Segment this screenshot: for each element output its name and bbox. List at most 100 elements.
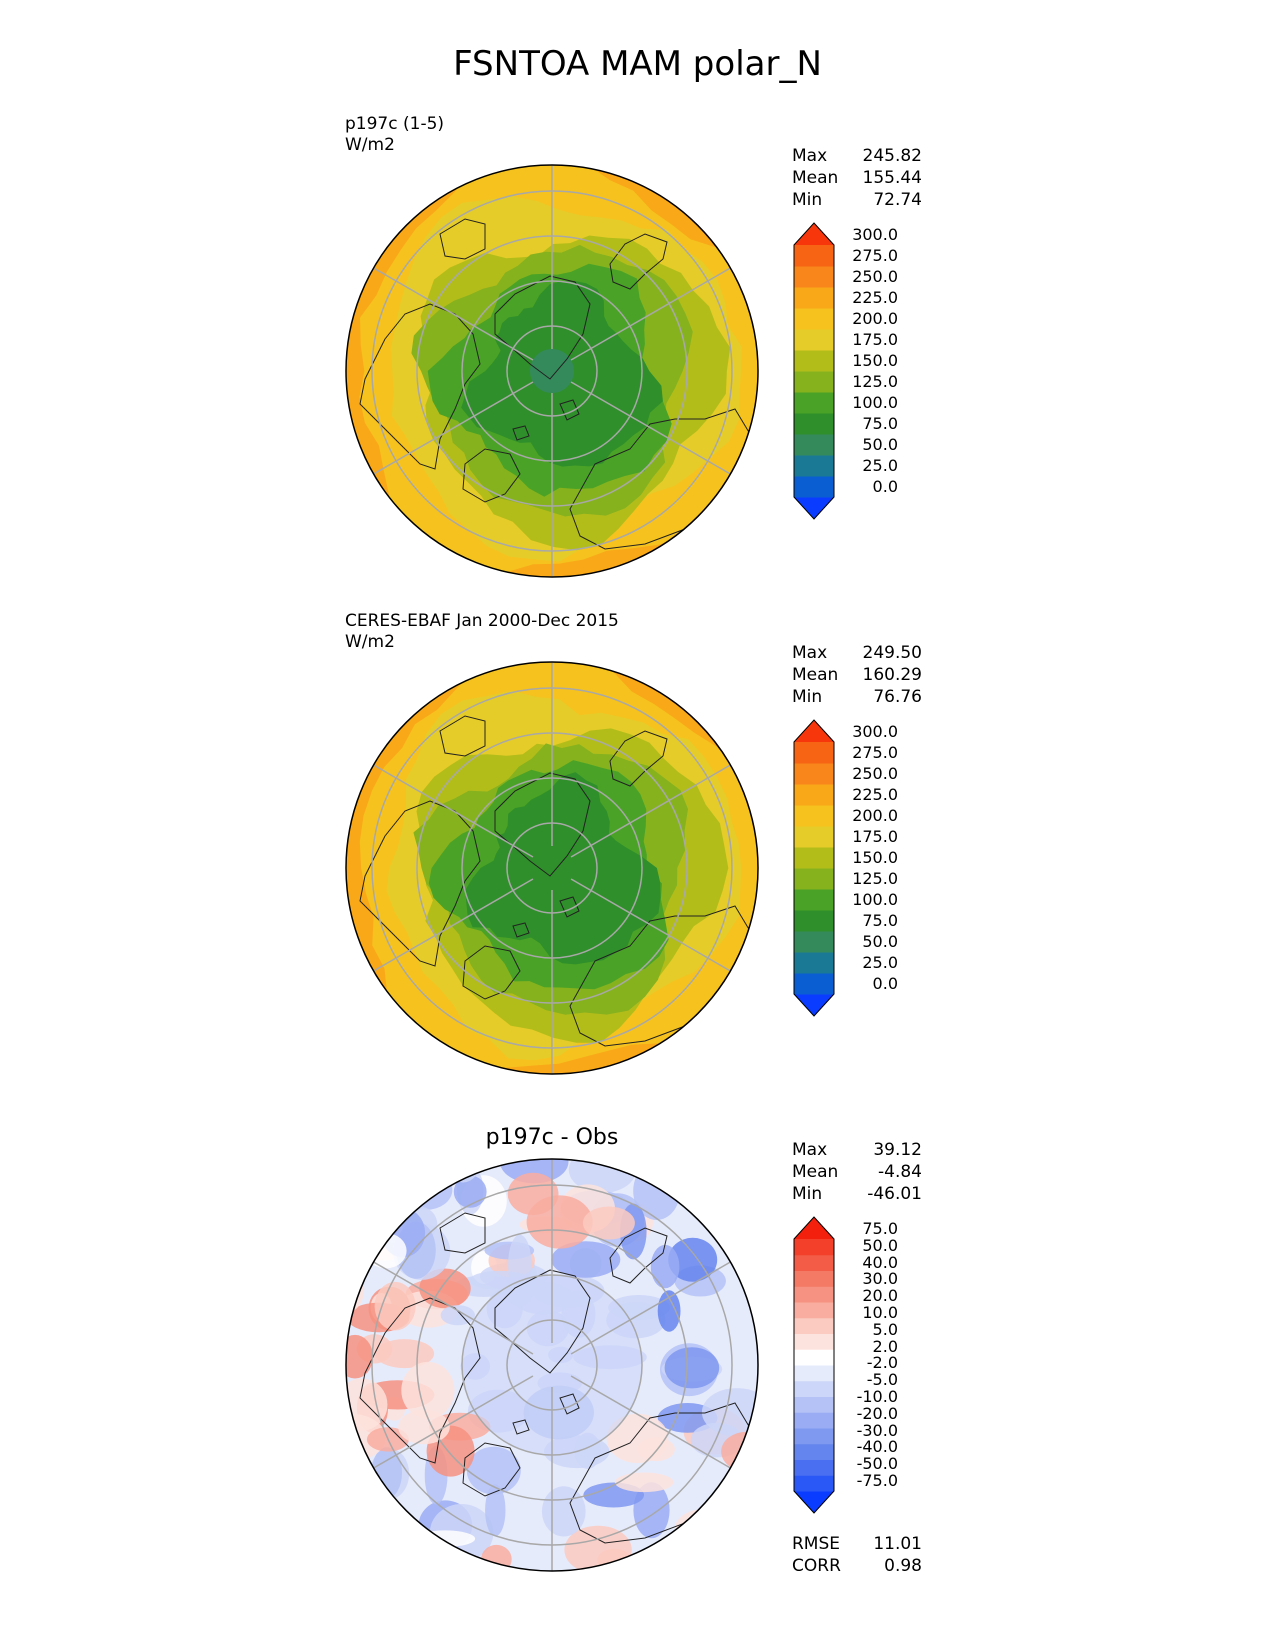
stat-max-row: Max 245.82: [792, 145, 922, 167]
longitude-gridline: [373, 764, 534, 858]
colorbar-swatch: [794, 763, 834, 785]
colorbar-swatch: [794, 287, 834, 309]
colorbar-swatch: [794, 889, 834, 911]
contour-band: [721, 1431, 758, 1472]
coastline: [609, 233, 668, 290]
colorbar-tick-label: -50.0: [856, 1454, 898, 1474]
colorbar-swatch: [794, 1254, 834, 1271]
colorbar-swatch: [794, 1270, 834, 1287]
contour-band: [662, 1541, 736, 1571]
stat-value: -46.01: [867, 1184, 922, 1204]
colorbar-tick-label: 300.0: [852, 225, 898, 244]
contour-band: [374, 1281, 416, 1331]
colorbar-tick-label: 100.0: [852, 890, 898, 909]
colorbar-tick-label: 50.0: [862, 435, 898, 454]
stat-value: 249.50: [862, 643, 922, 663]
colorbar-tick-label: -10.0: [856, 1387, 898, 1406]
contour-band: [597, 1548, 632, 1571]
colorbar-tick-label: 40.0: [862, 1252, 898, 1272]
contour-band: [674, 1509, 732, 1550]
stat-min-row: Min 72.74: [792, 189, 922, 211]
colorbar-swatch: [794, 931, 834, 953]
colorbar-tick-label: 25.0: [862, 456, 898, 475]
longitude-gridline: [570, 267, 731, 361]
coastline: [359, 303, 481, 470]
stat-min-row: Min 76.76: [792, 686, 922, 708]
coastline: [609, 730, 668, 787]
stat-label: Max: [792, 146, 828, 166]
colorbar-swatch: [794, 413, 834, 435]
stat-label: Min: [792, 1184, 823, 1204]
colorbar-swatch: [794, 455, 834, 477]
panel-2-colorbar-labels: 0.0 25.0 50.0 75.0 100.0 125.0 150.0 175.0 200.0…: [838, 720, 898, 1016]
panel-3-footer-stats: RMSE 11.01 CORR 0.98: [792, 1533, 922, 1577]
contour-band: [466, 1446, 521, 1495]
colorbar-swatch: [794, 1380, 834, 1397]
colorbar-swatch: [794, 952, 834, 974]
contour-band: [675, 1159, 750, 1174]
contour-band: [485, 1484, 506, 1537]
colorbar-tick-label: 175.0: [852, 330, 898, 349]
contour-band: [346, 1378, 388, 1431]
colorbar-tick-label: 150.0: [852, 848, 898, 867]
colorbar-tick-label: 20.0: [862, 1286, 898, 1306]
contour-band: [481, 1544, 512, 1571]
colorbar-tick-label: 50.0: [862, 1235, 898, 1255]
colorbar-extend-high: [794, 1217, 834, 1239]
contour-band: [346, 1454, 379, 1513]
colorbar-swatch: [794, 1317, 834, 1334]
stat-max-row: Max 249.50: [792, 642, 922, 664]
coastline: [512, 425, 530, 441]
colorbar-swatch: [794, 973, 834, 995]
coastline: [512, 922, 530, 938]
colorbar-tick-label: 2.0: [872, 1336, 898, 1356]
colorbar-tick-label: 75.0: [862, 1219, 898, 1238]
panel-3-stats: Max 39.12 Mean -4.84 Min -46.01: [792, 1139, 922, 1205]
contour-band: [462, 1275, 642, 1455]
stat-value: 160.29: [862, 665, 922, 685]
contour-band: [701, 1388, 758, 1437]
contour-band: [346, 1463, 368, 1489]
panel-1-title-line-1: p197c (1-5): [345, 114, 445, 134]
colorbar-tick-label: 225.0: [852, 288, 898, 307]
longitude-gridline: [570, 878, 731, 972]
colorbar-swatch: [794, 868, 834, 890]
stat-value: 11.01: [873, 1534, 922, 1554]
colorbar-tick-label: 125.0: [852, 372, 898, 391]
coastline: [439, 218, 486, 260]
colorbar-swatch: [794, 847, 834, 869]
stat-max-row: Max 39.12: [792, 1139, 922, 1161]
colorbar-swatch: [794, 308, 834, 330]
stat-value: 76.76: [873, 687, 922, 707]
contour-band: [464, 772, 661, 965]
colorbar-swatch: [794, 476, 834, 498]
panel-1-stats: Max 245.82 Mean 155.44 Min 72.74: [792, 145, 922, 211]
coastline: [512, 1419, 530, 1435]
map-boundary: [345, 164, 759, 578]
colorbar-tick-label: 10.0: [862, 1303, 898, 1322]
panel-3-colorbar: [793, 1216, 835, 1514]
colorbar-tick-label: 225.0: [852, 785, 898, 804]
contour-band: [368, 1524, 428, 1566]
longitude-gridline: [570, 381, 731, 475]
panel-1-polar-map: [345, 164, 759, 578]
colorbar-tick-label: 0.0: [872, 477, 898, 496]
contour-band: [582, 1206, 635, 1240]
contour-band: [346, 1334, 373, 1379]
colorbar-outline: [793, 719, 835, 1017]
stat-min-row: Min -46.01: [792, 1183, 922, 1205]
panel-1-units: W/m2: [345, 135, 395, 155]
colorbar-swatch: [794, 1396, 834, 1413]
contour-band: [606, 1413, 669, 1464]
panel-1-colorbar: [793, 222, 835, 520]
longitude-gridline: [373, 381, 534, 475]
contour-band: [453, 1175, 487, 1208]
contour-band: [650, 1244, 680, 1289]
panel-2-colorbar: [793, 719, 835, 1017]
colorbar-tick-label: 5.0: [872, 1319, 898, 1339]
stat-mean-row: Mean 155.44: [792, 167, 922, 189]
stat-mean-row: Mean 160.29: [792, 664, 922, 686]
stat-rmse-row: RMSE 11.01: [792, 1533, 922, 1555]
colorbar-tick-label: 275.0: [852, 246, 898, 265]
coastline: [439, 1212, 486, 1254]
